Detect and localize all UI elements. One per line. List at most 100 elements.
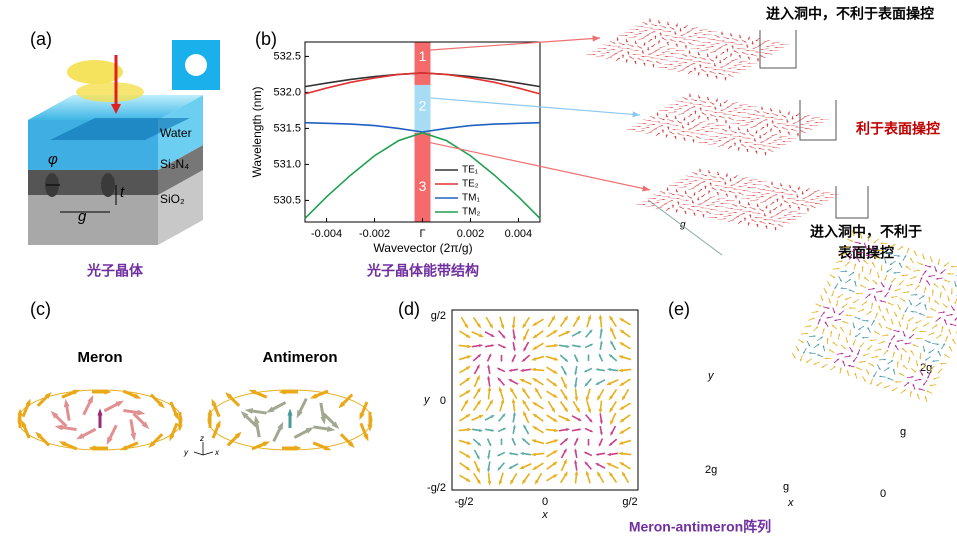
vector-head <box>731 114 736 116</box>
vector-head <box>876 249 880 252</box>
vector-head <box>707 30 711 32</box>
vector-head <box>726 140 730 143</box>
vector-head <box>21 419 27 428</box>
vector-head <box>659 125 664 127</box>
vector-head <box>746 62 751 64</box>
vector-head <box>734 212 739 214</box>
vector-head <box>716 198 720 200</box>
vector-head <box>58 441 67 447</box>
vector-head <box>919 378 922 381</box>
vector-head <box>946 272 950 275</box>
vector-head <box>487 386 492 392</box>
vector-head <box>583 369 588 373</box>
vector-head <box>606 452 611 456</box>
vector-head <box>677 133 681 135</box>
vector-head <box>787 131 791 133</box>
vector-head <box>831 324 835 327</box>
vector-head <box>721 178 725 180</box>
vector-head <box>892 351 895 354</box>
vector-head <box>817 343 820 346</box>
vector-head <box>708 105 712 107</box>
vector-head <box>157 401 165 409</box>
vector-head <box>532 377 538 382</box>
vector-head <box>785 189 789 191</box>
vector-head <box>713 206 718 207</box>
vector-head <box>532 334 538 339</box>
vector-head <box>667 196 672 198</box>
vector-head <box>925 316 929 318</box>
vector-head <box>728 215 733 217</box>
vector-arrow <box>764 184 770 188</box>
vector-arrow <box>806 119 815 122</box>
vector-head <box>670 120 675 122</box>
vector-head <box>654 25 658 27</box>
vector-head <box>873 256 877 258</box>
vector-head <box>821 365 824 369</box>
vector-head <box>828 284 831 287</box>
vector-head <box>861 308 865 311</box>
vector-arrow <box>862 376 866 382</box>
vector-head <box>554 428 560 433</box>
vector-head <box>900 353 903 357</box>
connector-head <box>642 185 650 192</box>
vector-head <box>711 103 715 105</box>
vector-head <box>719 105 722 107</box>
vector-head <box>829 193 833 195</box>
vector-head <box>896 361 899 364</box>
vector-head <box>816 310 819 313</box>
vector-head <box>718 180 722 182</box>
vector-head <box>919 357 922 360</box>
vector-head <box>712 39 717 41</box>
vector-head <box>644 23 648 25</box>
vector-head <box>502 345 507 349</box>
vector-head <box>743 182 748 184</box>
vector-head <box>638 125 642 127</box>
vector-head <box>713 65 717 67</box>
vector-head <box>820 336 824 339</box>
vector-head <box>755 199 760 201</box>
vector-head <box>519 465 525 470</box>
vector-head <box>763 215 767 217</box>
vector-head <box>786 137 791 139</box>
vector-head <box>762 219 767 220</box>
vector-head <box>583 451 588 455</box>
vector-arrow <box>673 108 682 111</box>
vector-head <box>627 47 631 49</box>
vector-head <box>680 101 685 103</box>
vector-head <box>669 200 674 202</box>
vector-head <box>296 409 303 419</box>
vector-head <box>836 358 840 361</box>
vector-head <box>752 47 756 49</box>
vector-head <box>728 117 732 119</box>
vector-arrow <box>748 133 754 137</box>
vector-head <box>600 432 603 436</box>
vector-head <box>805 332 809 335</box>
vector-head <box>680 34 684 36</box>
y-axis-label: Wavelength (nm) <box>250 87 264 178</box>
vector-head <box>511 359 515 363</box>
vector-head <box>522 323 527 329</box>
vector-head <box>678 65 683 67</box>
vector-head <box>585 396 590 402</box>
vector-head <box>733 50 737 52</box>
vector-head <box>756 58 760 60</box>
vector-head <box>476 399 482 405</box>
vector-head <box>711 201 715 203</box>
vector-head <box>661 37 665 39</box>
vector-head <box>686 134 690 136</box>
vector-head <box>781 195 784 197</box>
vector-head <box>618 441 624 445</box>
vector-head <box>248 389 257 395</box>
vector-arrow <box>696 136 702 140</box>
vector-arrow <box>662 37 667 41</box>
vector-head <box>838 333 841 336</box>
vector-head <box>661 51 665 53</box>
vector-head <box>911 329 915 332</box>
vector-head <box>523 410 527 416</box>
vector-head <box>685 199 690 201</box>
vector-head <box>950 313 954 316</box>
vector-head <box>701 69 705 71</box>
vector-head <box>889 263 893 266</box>
vector-head <box>803 127 808 129</box>
vector-head <box>673 111 678 113</box>
